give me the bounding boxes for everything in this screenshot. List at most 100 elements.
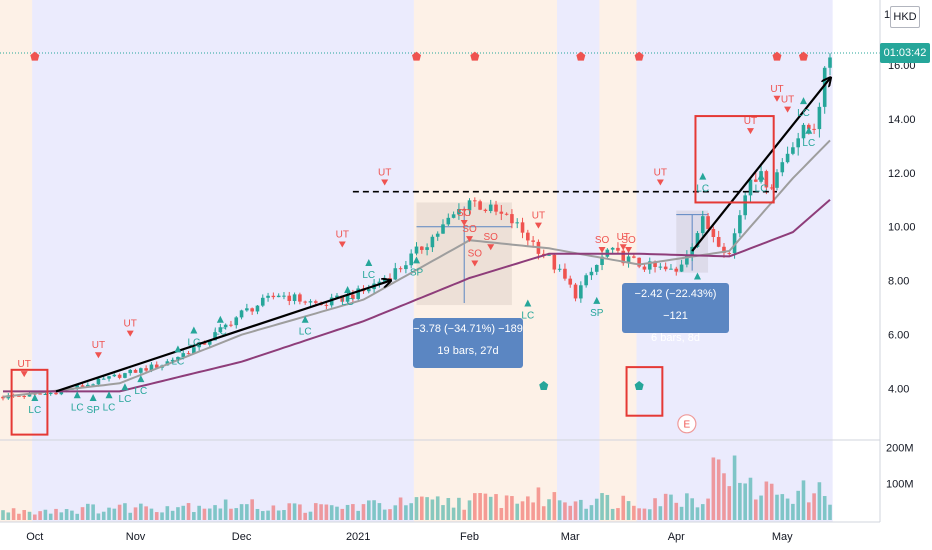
volume-bar	[345, 504, 350, 520]
candle-body	[690, 246, 694, 256]
signal-label-lc: LC	[755, 184, 768, 195]
earnings-marker-icon	[677, 414, 697, 434]
volume-bar	[653, 498, 657, 520]
currency-badge[interactable]: HKD	[890, 6, 920, 28]
candle-body	[700, 216, 705, 234]
volume-bar	[17, 513, 21, 520]
candle-body	[276, 295, 281, 298]
candle-body	[520, 222, 525, 233]
candle-body	[812, 128, 816, 130]
candle-body	[504, 213, 509, 215]
volume-bar	[319, 504, 323, 520]
background-band	[413, 0, 563, 522]
volume-bar	[303, 512, 307, 520]
volume-bar	[488, 496, 493, 520]
sell-triangle-icon	[598, 246, 606, 253]
candle-body	[260, 297, 265, 306]
candle-body	[589, 271, 594, 276]
signal-label-so: SO	[462, 224, 477, 235]
buy-triangle-icon	[799, 97, 807, 105]
time-tick-label: May	[772, 531, 793, 543]
buy-triangle-icon	[121, 383, 129, 391]
volume-bar	[80, 507, 85, 520]
volume-bar	[605, 494, 610, 520]
sell-triangle-icon	[20, 371, 28, 378]
volume-bar	[404, 505, 408, 520]
candle-body	[573, 284, 578, 299]
volume-bar	[552, 492, 557, 520]
volume-bar	[600, 493, 604, 520]
volume-bar	[732, 455, 737, 520]
candle-body	[600, 256, 604, 265]
candle-body	[531, 240, 535, 242]
candle-body	[186, 353, 191, 355]
candle-body	[785, 153, 790, 163]
candle-body	[292, 294, 297, 301]
signal-label-lc: LC	[299, 327, 312, 338]
candle-body	[716, 236, 721, 247]
candle-body	[377, 281, 382, 284]
candle-body	[732, 233, 737, 254]
signal-label-lc: LC	[103, 402, 116, 413]
candle-body	[86, 384, 90, 387]
candle-body	[510, 214, 514, 224]
candle-body	[234, 317, 239, 326]
buy-triangle-icon	[757, 172, 765, 180]
candle-body	[552, 254, 557, 270]
candle-body	[435, 233, 440, 237]
volume-bar	[154, 512, 159, 520]
signal-label-lc: LC	[134, 386, 147, 397]
signal-label-sp: SP	[590, 308, 604, 319]
volume-bar	[674, 502, 679, 520]
signal-label-so: SO	[595, 235, 610, 246]
time-axis[interactable]: Oct Nov Dec 2021 Feb Mar Apr May	[26, 531, 793, 543]
volume-bar	[176, 507, 180, 520]
candle-body	[722, 246, 726, 254]
volume-bar	[579, 499, 583, 520]
signal-label-lc: LC	[521, 311, 534, 322]
candle-body	[753, 179, 758, 182]
volume-bar	[743, 483, 747, 520]
candle-body	[393, 268, 398, 280]
candle-body	[282, 295, 286, 297]
time-tick-label: Oct	[26, 531, 43, 543]
volume-bar	[107, 507, 111, 520]
candle-body	[345, 294, 350, 302]
signal-label-ut: UT	[124, 319, 137, 330]
candle-body	[170, 359, 175, 362]
volume-bar	[192, 512, 196, 520]
candle-body	[441, 224, 445, 234]
buy-triangle-icon	[593, 296, 601, 304]
candle-body	[91, 384, 95, 386]
candle-body	[207, 340, 212, 345]
candle-body	[329, 297, 334, 306]
signal-label-so: SO	[468, 248, 483, 259]
candle-body	[775, 172, 779, 188]
signal-label-lc: LC	[71, 402, 84, 413]
candle-body	[669, 268, 673, 270]
volume-bar	[351, 504, 355, 520]
volume-bar	[531, 502, 535, 520]
volume-bar	[626, 501, 631, 520]
volume-bar	[494, 494, 498, 520]
volume-bar	[271, 505, 276, 520]
signal-label-sp: SP	[86, 405, 100, 416]
volume-bar	[711, 457, 716, 520]
pentagon-top-icon	[798, 51, 808, 61]
volume-bar	[86, 503, 90, 520]
candle-body	[414, 246, 419, 254]
candle-body	[748, 179, 753, 196]
pentagon-top-icon	[470, 51, 480, 61]
candle-body	[515, 222, 520, 224]
signal-label-ut: UT	[617, 232, 630, 243]
candle-body	[54, 392, 58, 395]
candle-body	[366, 289, 371, 292]
signal-label-ut: UT	[18, 359, 31, 370]
volume-bar	[616, 508, 620, 520]
volume-bar	[573, 501, 578, 520]
volume-bar	[48, 513, 53, 520]
sell-triangle-icon	[338, 241, 346, 248]
